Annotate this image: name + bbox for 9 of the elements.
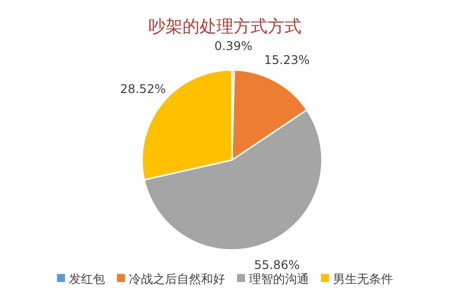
data-label: 15.23% bbox=[264, 53, 310, 68]
chart-title: 吵架的处理方式方式 bbox=[148, 17, 302, 37]
legend-label: 冷战之后自然和好 bbox=[129, 272, 225, 286]
data-label: 55.86% bbox=[254, 258, 300, 272]
data-label: 28.52% bbox=[120, 82, 166, 96]
legend-label: 理智的沟通 bbox=[249, 272, 309, 286]
data-label: 0.39% bbox=[214, 39, 252, 54]
legend-label: 男生无条件 bbox=[333, 272, 393, 286]
legend-label: 发红包 bbox=[69, 272, 105, 286]
